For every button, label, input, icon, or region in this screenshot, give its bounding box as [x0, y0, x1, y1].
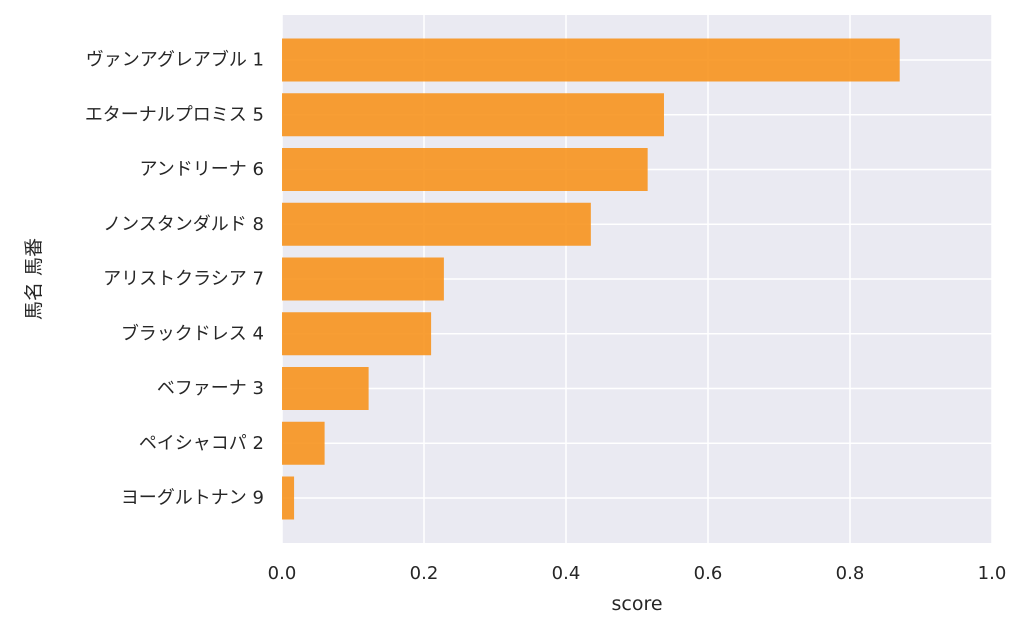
x-tick-label: 1.0 [978, 563, 1007, 584]
x-tick-label: 0.8 [836, 563, 865, 584]
x-axis-label: score [611, 593, 662, 615]
bar [282, 422, 325, 465]
y-tick-label: アリストクラシア 7 [103, 269, 264, 290]
y-tick-label: ベファーナ 3 [157, 378, 264, 399]
x-tick-labels: 0.0 0.2 0.4 0.6 0.8 1.0 [268, 563, 1007, 584]
bar [282, 39, 900, 82]
y-tick-label: アンドリーナ 6 [140, 159, 264, 180]
bar [282, 203, 591, 246]
x-tick-label: 0.0 [268, 563, 297, 584]
y-tick-label: ペイシャコパ 2 [139, 433, 264, 454]
x-tick-label: 0.4 [552, 563, 581, 584]
bar [282, 367, 369, 410]
bar [282, 148, 648, 191]
y-tick-label: ブラックドレス 4 [121, 322, 264, 344]
y-tick-labels: ヴァンアグレアブル 1 エターナルプロミス 5 アンドリーナ 6 ノンスタンダルド 8… [85, 49, 264, 509]
y-tick-label: エターナルプロミス 5 [85, 104, 264, 125]
y-tick-label: ヴァンアグレアブル 1 [86, 49, 264, 71]
bar [282, 477, 294, 520]
bar [282, 93, 664, 136]
bar [282, 258, 444, 301]
x-tick-label: 0.2 [410, 563, 439, 584]
x-tick-label: 0.6 [694, 563, 723, 584]
y-tick-label: ノンスタンダルド 8 [103, 214, 264, 235]
y-tick-label: ヨーグルトナン 9 [121, 488, 264, 509]
y-axis-label: 馬名 馬番 [23, 238, 45, 320]
bar [282, 312, 431, 355]
